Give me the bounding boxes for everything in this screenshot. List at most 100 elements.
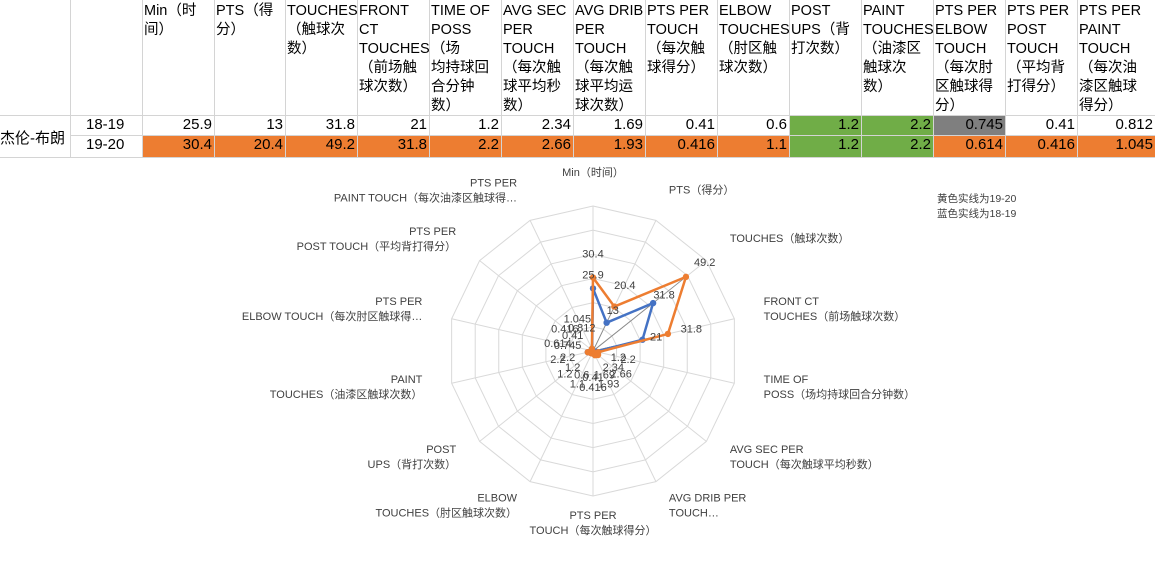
grid-line-vertical [429,0,430,157]
table-cell[interactable]: 2.66 [541,136,571,153]
axis-value-line [592,276,687,352]
category-label: FRONT CT TOUCHES（前场触球次数） [764,296,906,323]
table-cell[interactable]: 0.41 [1045,116,1075,133]
column-header: PTS PER TOUCH （每次触 球得分） [647,3,710,76]
category-label: AVG SEC PER TOUCH（每次触球平均秒数） [730,444,879,471]
table-cell[interactable]: 30.4 [182,136,212,153]
table-cell[interactable]: 21 [410,116,427,133]
grid-line-vertical [285,0,286,157]
table-cell[interactable]: 0.614 [965,136,1003,153]
data-label: 1.69 [594,369,615,381]
series-point [588,345,596,352]
category-label: PTS PER POST TOUCH（平均背打得分） [297,226,457,253]
cell-fill [214,135,285,157]
data-label: 1.2 [611,352,626,364]
table-cell[interactable]: 1.69 [613,116,643,133]
table-cell[interactable]: 2.2 [910,116,931,133]
cell-fill [933,115,1005,135]
grid-line-vertical [214,0,215,157]
table-cell[interactable]: 0.745 [965,116,1003,133]
data-label: 21 [650,332,662,344]
data-label: 2.34 [603,362,624,374]
table-cell[interactable]: 0.6 [766,116,787,133]
series-point [603,319,610,326]
grid-line-vertical [1077,0,1078,157]
column-header: FRONT CT TOUCHES （前场触 球次数） [359,3,430,95]
column-header: TOUCHES （触球次 数） [287,3,358,57]
category-label: Min（时间） [562,166,624,179]
table-cell[interactable]: 31.8 [325,116,355,133]
data-label: 25.9 [582,269,603,281]
table-cell[interactable]: 25.9 [182,116,212,133]
table-cell[interactable]: 1.1 [766,136,787,153]
axis-value-line [592,306,615,352]
data-label: 2.66 [610,368,631,380]
table-cell[interactable]: 0.812 [1115,116,1153,133]
table-cell[interactable]: 0.416 [677,136,715,153]
category-label: PTS PER TOUCH（每次触球得分） [530,510,657,537]
data-label: 49.2 [694,257,715,269]
column-header: Min（时 间） [144,3,197,38]
cell-fill [573,135,645,157]
chart-notes: 黄色实线为19-20 蓝色实线为18-19 [937,192,1017,220]
cell-fill [357,135,429,157]
spoke-line [592,350,735,384]
spoke-line [529,220,594,352]
column-header: PTS PER ELBOW TOUCH （每次肘 区触球得 分） [935,3,998,114]
table-cell[interactable]: 1.2 [838,136,859,153]
grid-line-vertical [861,0,862,157]
column-header: POST UPS（背 打次数） [791,3,850,57]
data-label: 1.93 [598,378,619,390]
table-cell[interactable]: 2.2 [478,136,499,153]
spoke-line [451,318,594,352]
column-header: TIME OF POSS（场 均持球回 合分钟 数） [431,3,490,114]
table-cell[interactable]: 2.2 [910,136,931,153]
grid-line-vertical [357,0,358,157]
grid-line-vertical [717,0,718,157]
data-label: 2.2 [550,354,565,366]
cell-fill [933,135,1005,157]
data-label: 1.045 [564,314,592,326]
data-label: 0.416 [579,382,607,394]
category-label: TIME OF POSS（场均持球回合分钟数） [764,374,916,401]
table-cell[interactable]: 1.2 [478,116,499,133]
series-point [664,330,672,338]
table-cell[interactable]: 13 [266,116,283,133]
grid-line-vertical [573,0,574,157]
column-header: AVG DRIB PER TOUCH （每次触 球平均运 球次数） [575,3,644,114]
table-cell[interactable]: 1.93 [613,136,643,153]
spoke-line [592,350,657,482]
column-header: PAINT TOUCHES （油漆区 触球次 数） [863,3,934,95]
series-point [589,274,597,281]
table-cell[interactable]: 20.4 [253,136,283,153]
table-cell[interactable]: 0.41 [685,116,715,133]
table-cell[interactable]: 31.8 [397,136,427,153]
column-header: AVG SEC PER TOUCH （每次触 球平均秒 数） [503,3,567,114]
table-cell[interactable]: 0.416 [1037,136,1075,153]
cell-fill [285,135,357,157]
table-cell[interactable]: 1.2 [838,116,859,133]
category-label: ELBOW TOUCHES（肘区触球次数） [375,493,517,520]
data-label: 2.2 [560,352,575,364]
spreadsheet: Min（时 间） PTS（得 分） TOUCHES （触球次 数） FRONT CT … [0,0,1155,158]
table-cell[interactable]: 49.2 [325,136,355,153]
radar-series [584,273,690,359]
cell-fill [429,135,501,157]
cell-fill [1077,135,1155,157]
table-cell[interactable]: 1.045 [1115,136,1153,153]
cell-fill [789,135,861,157]
cell-fill [789,115,861,135]
data-label: 31.8 [681,324,702,336]
series-point [649,299,657,307]
data-label: 0.416 [551,324,579,336]
cell-fill [861,115,933,135]
season-label: 18-19 [86,116,125,133]
category-label: PAINT TOUCHES（油漆区触球次数） [270,374,423,401]
grid-line-horizontal [0,157,1155,158]
data-label: 1.2 [557,368,572,380]
table-cell[interactable]: 2.34 [541,116,571,133]
cell-fill [645,135,717,157]
category-label: POST UPS（背打次数） [368,444,457,471]
category-label: PTS PER ELBOW TOUCH（每次肘区触球得… [242,296,423,323]
data-label: 0.6 [574,369,589,381]
